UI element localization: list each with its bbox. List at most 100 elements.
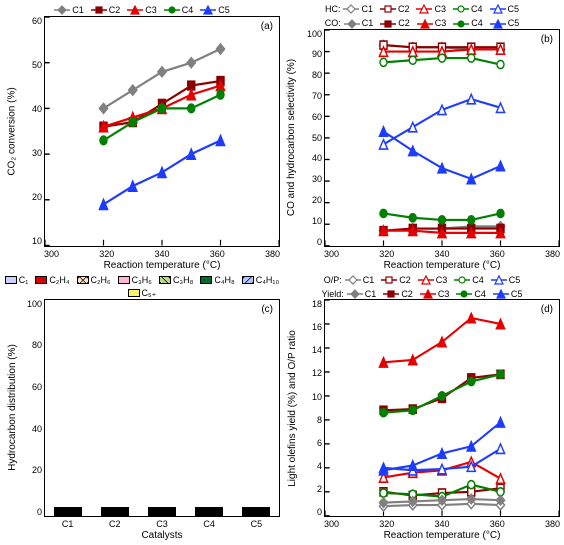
legend-label: C2 — [398, 18, 410, 28]
legend-label: C5 — [218, 5, 230, 15]
legend-label: C5 — [508, 18, 520, 28]
legend-item-C1: HC:C1 — [325, 4, 373, 14]
legend-marker — [344, 19, 360, 29]
legend: C1C2C3C4C5 — [4, 4, 280, 16]
legend-marker — [418, 275, 434, 285]
legend-item-C3H8: C₃H₈ — [159, 275, 193, 286]
legend-marker — [416, 4, 432, 14]
legend-label: C4 — [474, 289, 486, 299]
legend-label: C₄H₈ — [214, 275, 234, 285]
x-axis-row: 300320340360380Reaction temperature (°C) — [284, 517, 560, 541]
legend-label: C3 — [434, 4, 446, 14]
legend-label: C4 — [471, 4, 483, 14]
legend: C₁ C₂H₄ C₂H₆ C₃H₆ C₃H₈ C₄H₈ C₄H₁₀ C₅₊ — [4, 275, 280, 299]
legend-label: C5 — [509, 275, 521, 285]
legend-marker — [493, 289, 509, 299]
chart-body: CO and hydrocarbon selectivity (%)100908… — [284, 29, 560, 247]
legend-item-C5: C5 — [490, 4, 520, 14]
legend-marker — [454, 275, 470, 285]
legend-item-C1: Yield: C1 — [322, 289, 377, 299]
y-axis-label: Hydrocarbon distribution (%) — [4, 299, 20, 518]
legend-marker — [91, 5, 107, 15]
legend-item-C3: C3 — [420, 289, 450, 299]
legend-label: C4 — [472, 275, 484, 285]
legend-item-C5: C5 — [490, 18, 520, 28]
legend-marker — [380, 19, 396, 29]
legend-item-C2H6: C₂H₆ — [77, 275, 111, 286]
legend-marker — [420, 289, 436, 299]
legend-item-C1_: C₁ — [5, 275, 29, 286]
plot-area: (b) — [324, 29, 560, 247]
panel-d: O/P:C1C2C3C4C5Yield:C1C2C3C4C5Light olef… — [284, 275, 560, 542]
legend-item-C2: C2 — [381, 275, 411, 285]
plot-area: (d) — [324, 299, 560, 517]
legend-marker — [491, 275, 507, 285]
legend-item-C2: C2 — [383, 289, 413, 299]
legend-prefix: CO: — [325, 18, 341, 28]
legend-label: C3 — [436, 275, 448, 285]
legend-label: C3 — [438, 289, 450, 299]
legend-item-C4: C4 — [453, 18, 483, 28]
legend-item-C4H8: C₄H₈ — [200, 275, 234, 286]
chart-body: CO₂ conversion (%)605040302010(a) — [4, 16, 280, 247]
legend-item-C2: C2 — [91, 4, 121, 16]
legend-item-C4: C4 — [456, 289, 486, 299]
legend-marker — [200, 5, 216, 15]
panel-tag: (a) — [259, 21, 275, 32]
legend-marker — [127, 5, 143, 15]
legend-item-C1: CO:C1 — [325, 18, 374, 28]
legend-label: C1 — [365, 289, 377, 299]
legend-label: C4 — [182, 5, 194, 15]
plot-area: (c) — [44, 299, 280, 518]
legend-item-C4: C4 — [454, 275, 484, 285]
legend-prefix: HC: — [325, 4, 341, 14]
legend-swatch — [159, 276, 171, 284]
legend-label: C2 — [398, 4, 410, 14]
legend-label: C₅₊ — [142, 288, 157, 298]
y-axis-ticks: 1009080706050403020100 — [300, 29, 324, 247]
legend-item-C5+: C₅₊ — [128, 288, 157, 299]
legend-label: C1 — [363, 275, 375, 285]
legend-label: C₃H₈ — [173, 275, 193, 285]
legend-item-C4: C4 — [453, 4, 483, 14]
x-axis-label: Reaction temperature (°C) — [324, 529, 560, 541]
panel-c: C₁C₂H₄C₂H₆C₃H₆C₃H₈C₄H₈C₄H₁₀C₅₊Hydrocarbo… — [4, 275, 280, 542]
x-axis-ticks: C1C2C3C4C5 — [44, 517, 280, 529]
legend: HC:C1 C2 C3 C4 C5 CO:C1 C2 C3 C4 C5 — [284, 4, 560, 29]
legend-label: C₄H₁₀ — [256, 275, 279, 285]
legend-item-C1: O/P: C1 — [324, 275, 375, 285]
legend-label: C4 — [471, 18, 483, 28]
legend-item-C2H4: C₂H₄ — [35, 275, 69, 286]
x-axis-row: 300320340360380Reaction temperature (°C) — [4, 247, 280, 271]
y-axis-label: Light olefins yield (%) and O/P ratio — [284, 299, 300, 517]
legend-marker — [456, 289, 472, 299]
plot-svg — [325, 300, 559, 516]
bar-seg-C1_ — [148, 514, 176, 516]
legend-label: C₃H₆ — [132, 275, 152, 285]
legend-label: C3 — [435, 18, 447, 28]
plot-svg — [45, 17, 279, 246]
bar-C3 — [148, 507, 176, 516]
x-axis-label: Catalysts — [44, 529, 280, 541]
legend-marker — [490, 4, 506, 14]
legend-item-C5: C5 — [491, 275, 521, 285]
y-axis-ticks: 605040302010 — [20, 16, 44, 247]
legend-swatch — [200, 276, 212, 284]
legend-marker — [164, 5, 180, 15]
legend-label: C5 — [508, 4, 520, 14]
chart-grid: C1C2C3C4C5CO₂ conversion (%)605040302010… — [4, 4, 560, 541]
legend-marker — [383, 289, 399, 299]
legend-prefix: Yield: — [322, 289, 344, 299]
legend-swatch — [35, 276, 47, 284]
legend-swatch — [77, 276, 89, 284]
legend-marker — [343, 4, 359, 14]
chart-body: Hydrocarbon distribution (%)100806040200… — [4, 299, 280, 518]
legend-item-C2: C2 — [380, 4, 410, 14]
legend-item-C3: C3 — [417, 18, 447, 28]
x-axis-ticks: 300320340360380 — [44, 247, 280, 259]
panel-b: HC:C1C2C3C4C5CO:C1C2C3C4C5CO and hydroca… — [284, 4, 560, 271]
bar-C5 — [242, 507, 270, 516]
legend-prefix: O/P: — [324, 275, 342, 285]
legend-item-C2: C2 — [380, 18, 410, 28]
legend-swatch — [118, 276, 130, 284]
